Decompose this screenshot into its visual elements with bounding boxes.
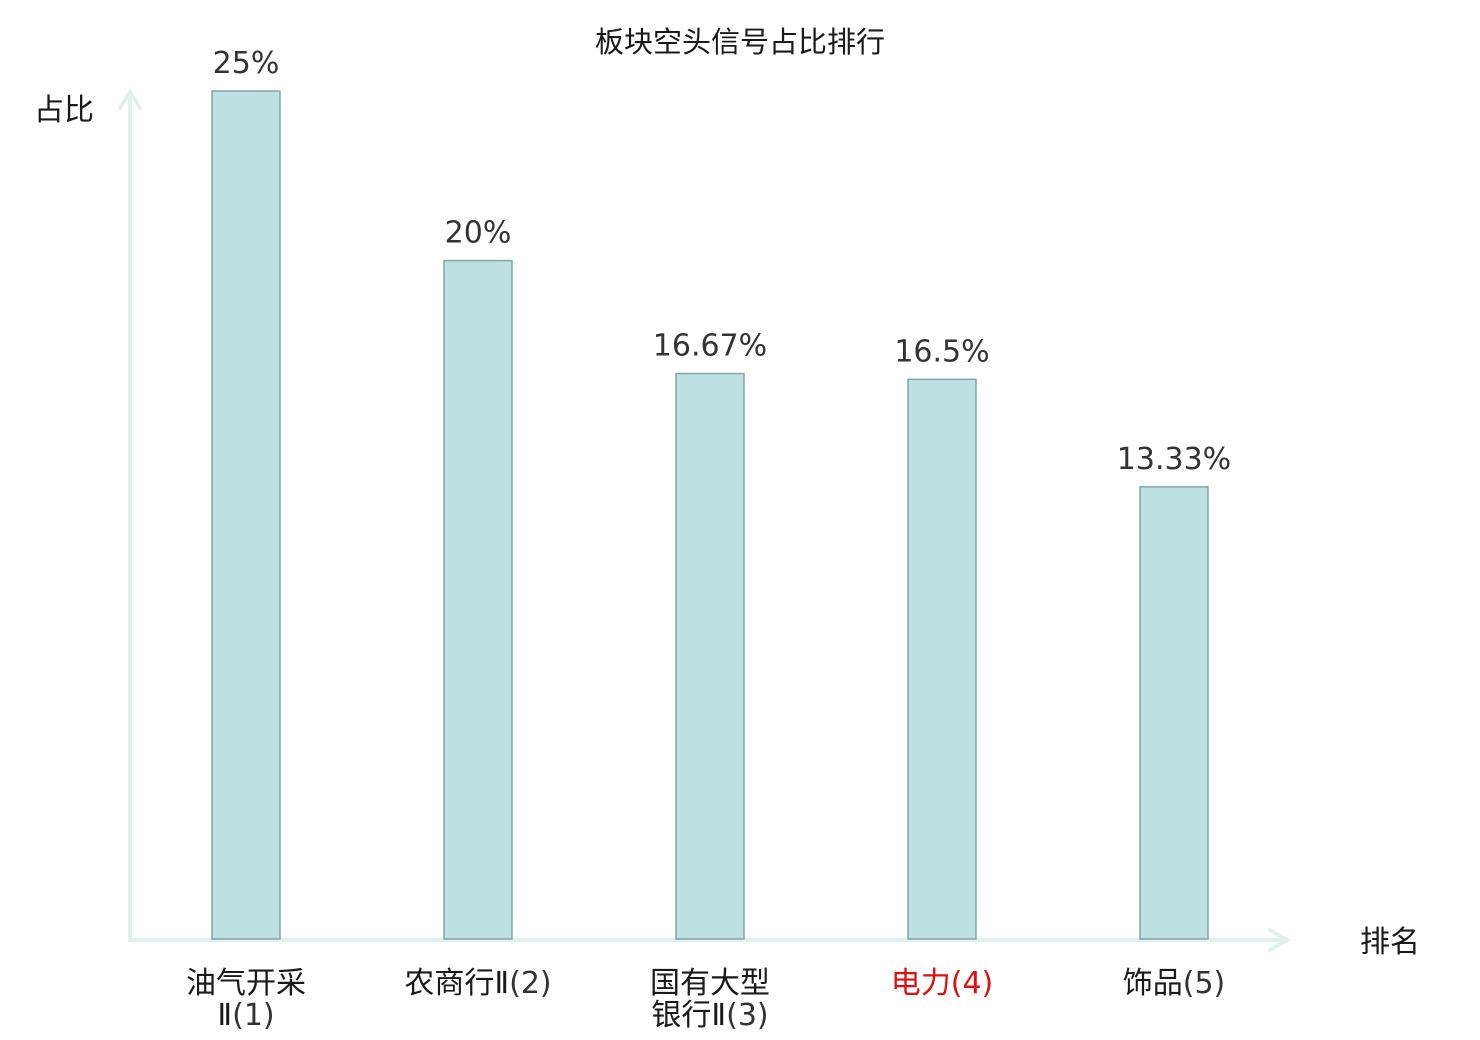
x-tick-rank: (1) [232, 998, 275, 1033]
bar [211, 90, 281, 940]
bar [675, 372, 745, 940]
value-labels-group: 25% 20% 16.67% 16.5% 13.33% [213, 46, 1232, 477]
bar [907, 378, 977, 940]
x-tick-label-line: 银行Ⅱ [651, 998, 726, 1033]
bars-group [211, 90, 1209, 940]
x-tick-label: 油气开采 Ⅱ(1) [186, 966, 306, 1033]
x-tick-label-line: 油气开采 [186, 966, 306, 1001]
bar [443, 259, 513, 940]
axes [118, 88, 1291, 952]
data-label: 20% [445, 216, 512, 251]
x-tick-rank: (3) [726, 998, 769, 1033]
category-labels-group: 油气开采 Ⅱ(1) 农商行Ⅱ(2) 国有大型银行Ⅱ(3) 电力(4) 饰品(5) [186, 966, 1225, 1033]
y-axis-arrow [118, 88, 142, 110]
x-tick-label: 国有大型银行Ⅱ(3) [650, 966, 770, 1033]
x-tick-rank: (4) [951, 966, 994, 1001]
x-tick-label-line: 国有大型 [650, 966, 770, 1001]
data-label: 16.67% [653, 329, 767, 364]
x-tick-rank: (5) [1183, 966, 1226, 1001]
data-label: 16.5% [894, 334, 989, 369]
x-tick-label-line: 饰品 [1123, 966, 1183, 1001]
chart-title: 板块空头信号占比排行 [595, 25, 885, 59]
data-label: 13.33% [1117, 442, 1231, 477]
bar [1139, 486, 1209, 940]
x-axis-arrow [1268, 928, 1291, 952]
x-tick-rank: (2) [509, 966, 552, 1001]
x-tick-label: 电力(4) [891, 966, 994, 1001]
x-tick-label: 饰品(5) [1123, 966, 1226, 1001]
x-tick-label-line: 电力 [891, 966, 951, 1001]
x-axis-label: 排名 [1360, 925, 1420, 960]
x-tick-label-line: 农商行Ⅱ [404, 966, 509, 1001]
data-label: 25% [213, 46, 280, 81]
x-tick-label: 农商行Ⅱ(2) [404, 966, 551, 1001]
y-axis-label: 占比 [34, 93, 94, 128]
x-tick-label-line: Ⅱ [217, 998, 232, 1033]
